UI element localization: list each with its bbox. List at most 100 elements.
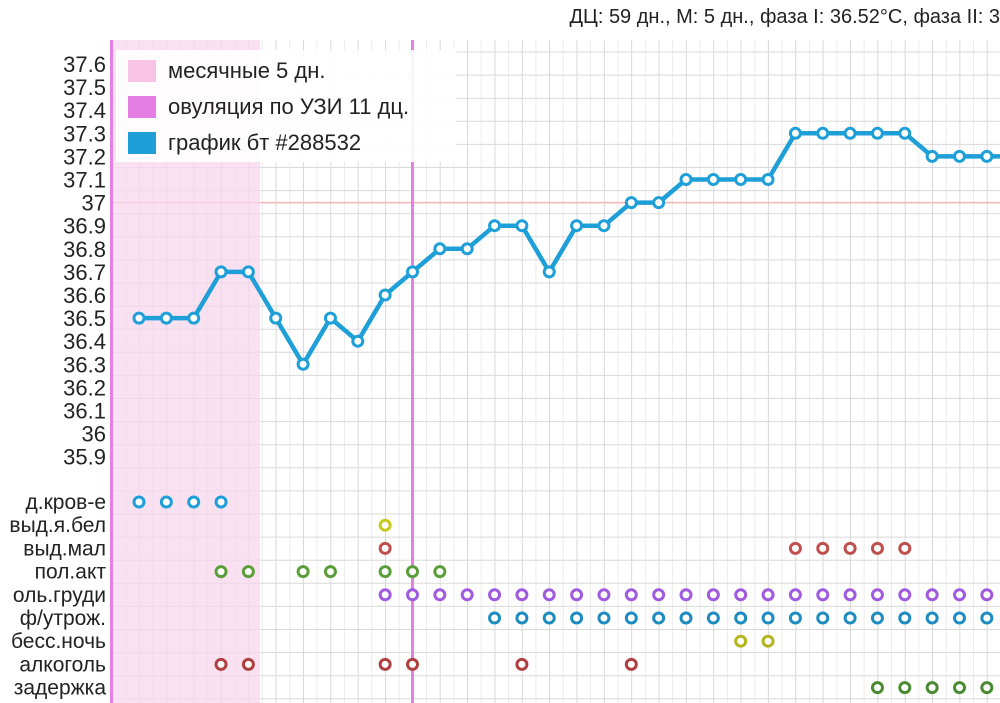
symptom-marker xyxy=(187,495,201,509)
symptom-row-label: выд.я.бел xyxy=(9,514,106,537)
temperature-point xyxy=(378,288,392,302)
symptom-marker xyxy=(816,611,830,625)
symptom-marker xyxy=(597,588,611,602)
symptom-row-label: оль.груди xyxy=(13,584,106,607)
temperature-point xyxy=(323,311,337,325)
temperature-point xyxy=(214,265,228,279)
y-tick-label: 36.5 xyxy=(63,306,106,331)
symptom-marker xyxy=(460,588,474,602)
y-tick-label: 36.9 xyxy=(63,214,106,239)
y-tick-label: 36.3 xyxy=(63,352,106,377)
temperature-point xyxy=(706,173,720,186)
symptom-marker xyxy=(706,588,720,602)
legend-item-series: график бт #288532 xyxy=(128,128,361,158)
symptom-marker xyxy=(652,588,666,602)
y-tick-label: 35.9 xyxy=(63,445,106,470)
cycle-summary: ДЦ: 59 дн., М: 5 дн., фаза I: 36.52°C, ф… xyxy=(569,6,1000,28)
symptom-marker xyxy=(870,588,884,602)
legend-swatch-series xyxy=(128,132,156,154)
legend: месячные 5 дн. овуляция по УЗИ 11 дц. гр… xyxy=(116,50,456,162)
temperature-point xyxy=(460,242,474,256)
symptom-marker xyxy=(953,681,966,695)
symptom-marker xyxy=(378,588,392,602)
temperature-point xyxy=(788,126,802,140)
temperature-point xyxy=(542,265,556,279)
temperature-point xyxy=(570,219,584,233)
y-tick-label: 37.2 xyxy=(63,144,106,169)
symptom-marker xyxy=(870,681,884,695)
y-tick-label: 36.7 xyxy=(63,260,106,285)
symptom-marker xyxy=(624,588,638,602)
temperature-point xyxy=(679,173,693,186)
symptom-marker xyxy=(624,611,638,625)
symptom-marker xyxy=(925,588,939,602)
symptom-marker xyxy=(816,541,830,555)
symptom-marker xyxy=(816,588,830,602)
symptom-marker xyxy=(761,634,775,648)
y-tick-label: 36.2 xyxy=(63,375,106,400)
symptom-marker xyxy=(898,681,912,695)
symptom-marker xyxy=(214,565,228,579)
temperature-point xyxy=(597,219,611,233)
symptom-marker xyxy=(378,565,392,579)
menses-band-edge xyxy=(110,40,113,703)
y-tick-label: 36.8 xyxy=(63,237,106,262)
temperature-point xyxy=(159,311,173,325)
symptom-row-label: бесс.ночь xyxy=(11,630,106,653)
symptom-marker xyxy=(898,588,912,602)
temperature-point xyxy=(351,334,365,348)
symptom-marker xyxy=(570,588,584,602)
symptom-marker xyxy=(788,588,802,602)
symptom-marker xyxy=(843,588,857,602)
symptom-marker xyxy=(734,588,748,602)
symptom-marker xyxy=(843,541,857,555)
symptom-marker xyxy=(788,611,802,625)
temperature-point xyxy=(624,196,638,210)
symptom-marker xyxy=(953,611,966,625)
symptom-marker xyxy=(953,588,966,602)
symptom-marker xyxy=(706,611,720,625)
legend-swatch-ovulation xyxy=(128,96,156,118)
temperature-point xyxy=(980,149,994,163)
symptom-marker xyxy=(433,588,447,602)
temperature-point xyxy=(187,311,201,325)
symptom-marker xyxy=(241,565,255,579)
symptom-marker xyxy=(378,657,392,671)
symptom-labels: д.кров-евыд.я.белвыд.малпол.актоль.груди… xyxy=(9,491,106,700)
symptom-marker xyxy=(624,657,638,671)
temperature-point xyxy=(925,149,939,163)
symptom-marker xyxy=(570,611,584,625)
symptom-marker xyxy=(214,657,228,671)
symptom-marker xyxy=(241,657,255,671)
symptom-marker xyxy=(870,611,884,625)
y-tick-label: 37.6 xyxy=(63,52,106,77)
symptom-marker xyxy=(925,611,939,625)
symptom-marker xyxy=(980,588,994,602)
temperature-point xyxy=(953,149,966,163)
symptom-marker xyxy=(132,495,146,509)
temperature-point xyxy=(269,311,283,325)
temperature-point xyxy=(241,265,255,279)
symptom-row-label: выд.мал xyxy=(23,537,106,560)
temperature-point xyxy=(433,242,447,256)
symptom-marker xyxy=(323,565,337,579)
symptom-marker xyxy=(378,518,392,532)
y-tick-label: 37.3 xyxy=(63,121,106,146)
symptom-row-label: алкоголь xyxy=(19,653,106,676)
temperature-point xyxy=(652,196,666,210)
symptom-marker xyxy=(406,565,419,579)
symptom-row-label: д.кров-е xyxy=(26,491,106,514)
symptom-marker xyxy=(488,611,502,625)
symptom-row-label: ф/утрож. xyxy=(20,607,106,630)
legend-label-menses: месячные 5 дн. xyxy=(168,58,326,83)
temperature-point xyxy=(816,126,830,140)
temperature-point xyxy=(296,357,310,371)
y-tick-label: 36 xyxy=(82,422,106,447)
symptom-marker xyxy=(488,588,502,602)
symptom-marker xyxy=(734,611,748,625)
legend-label-ovulation: овуляция по УЗИ 11 дц. xyxy=(168,94,410,119)
legend-label-series: график бт #288532 xyxy=(168,130,362,155)
symptom-marker xyxy=(378,541,392,555)
symptom-marker xyxy=(898,611,912,625)
y-tick-label: 37 xyxy=(82,191,106,216)
